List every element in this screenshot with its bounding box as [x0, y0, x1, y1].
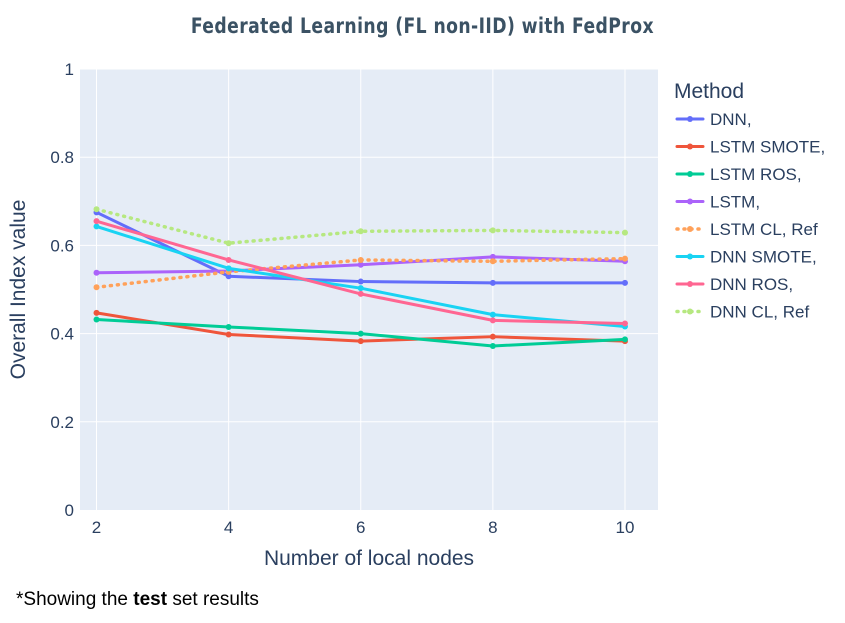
data-point [621, 279, 628, 286]
data-point [357, 330, 364, 337]
legend-item-label: LSTM, [710, 193, 760, 212]
data-point [225, 323, 232, 330]
y-tick-label: 0 [65, 501, 74, 520]
data-point [357, 256, 364, 263]
footnote: *Showing the test set results [16, 589, 259, 611]
x-tick-label: 8 [488, 518, 497, 537]
x-axis-label: Number of local nodes [264, 547, 474, 570]
data-point [489, 258, 496, 265]
data-point [225, 273, 232, 280]
data-point [489, 311, 496, 318]
data-point [357, 285, 364, 292]
data-point [357, 290, 364, 297]
footnote-bold: test [133, 589, 168, 610]
series-line [94, 207, 627, 245]
data-point [93, 223, 100, 230]
data-point [357, 338, 364, 345]
data-point [93, 316, 100, 323]
series-lines [93, 206, 628, 349]
data-point [225, 256, 232, 263]
y-axis-label: Overall Index value [7, 200, 30, 380]
footnote-prefix: *Showing the [16, 589, 134, 610]
y-tick-label: 1 [65, 60, 74, 79]
data-point [489, 279, 496, 286]
data-point [489, 333, 496, 340]
data-point [93, 206, 100, 213]
legend-item-label: LSTM ROS, [710, 165, 802, 184]
x-tick-label: 2 [92, 518, 101, 537]
data-point [93, 309, 100, 316]
legend-marker [687, 308, 693, 315]
legend-marker [687, 198, 693, 205]
data-point [621, 229, 628, 236]
data-point [93, 284, 100, 291]
data-point [489, 342, 496, 349]
legend-item-label: DNN ROS, [710, 275, 793, 294]
data-point [489, 227, 496, 234]
legend-item-label: LSTM CL, Ref [710, 220, 818, 239]
x-tick-label: 4 [224, 518, 233, 537]
legend-marker [687, 226, 693, 232]
y-tick-label: 0.8 [50, 148, 74, 167]
data-point [225, 331, 232, 338]
y-tick-label: 0.6 [50, 236, 74, 255]
x-axis-ticks: 2 4 6 8 10 [92, 518, 635, 537]
x-tick-label: 6 [356, 518, 365, 537]
footnote-suffix: set results [167, 589, 259, 610]
data-point [93, 218, 100, 225]
legend-item-label: DNN CL, Ref [710, 303, 809, 322]
y-tick-label: 0.2 [50, 413, 74, 432]
data-point [225, 240, 232, 247]
data-point [357, 261, 364, 268]
legend-item-label: DNN, [710, 110, 752, 129]
data-point [489, 317, 496, 324]
data-point [621, 320, 628, 327]
legend-marker [687, 116, 693, 122]
data-point [225, 265, 232, 272]
legend-marker [687, 171, 693, 177]
data-point [621, 255, 628, 262]
chart-title: Federated Learning (FL non-IID) with Fed… [190, 14, 654, 38]
legend-item-label: DNN SMOTE, [710, 248, 817, 267]
legend[interactable]: Method DNN, LSTM SMOTE, LSTM ROS, LSTM, LSTM… [674, 80, 825, 322]
data-point [621, 336, 628, 343]
legend-marker [687, 253, 693, 260]
x-tick-label: 10 [616, 518, 635, 537]
data-point [93, 269, 100, 276]
legend-item-label: LSTM SMOTE, [710, 138, 825, 157]
data-point [357, 278, 364, 285]
data-point [489, 253, 496, 260]
legend-title: Method [674, 80, 744, 103]
legend-marker [687, 281, 693, 287]
legend-marker [687, 143, 693, 150]
y-tick-label: 0.4 [50, 325, 74, 344]
y-axis-ticks: 0 0.2 0.4 0.6 0.8 1 [50, 60, 74, 520]
data-point [357, 228, 364, 235]
